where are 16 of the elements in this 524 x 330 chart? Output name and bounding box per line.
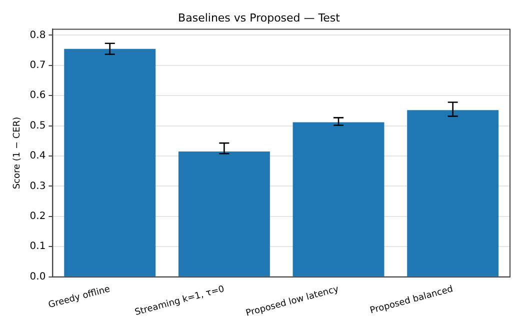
y-tick-label: 0.7: [30, 60, 46, 72]
y-tick-label: 0.1: [30, 241, 46, 252]
y-tick-label: 0.4: [30, 150, 46, 162]
chart-title: Baselines vs Proposed — Test: [178, 11, 341, 24]
bar: [292, 122, 384, 276]
bar: [407, 110, 499, 276]
bar: [178, 152, 270, 276]
y-tick-label: 0.6: [30, 90, 46, 102]
y-tick-label: 0.2: [30, 211, 46, 222]
y-tick-label: 0.8: [30, 30, 46, 41]
bar: [64, 48, 156, 276]
y-tick-label: 0.3: [30, 180, 46, 192]
x-tick-label: Greedy offline: [47, 284, 112, 311]
y-tick-label: 0.5: [30, 120, 46, 132]
y-axis-title: Score (1 − CER): [12, 116, 23, 190]
y-tick-label: 0.0: [30, 271, 46, 282]
